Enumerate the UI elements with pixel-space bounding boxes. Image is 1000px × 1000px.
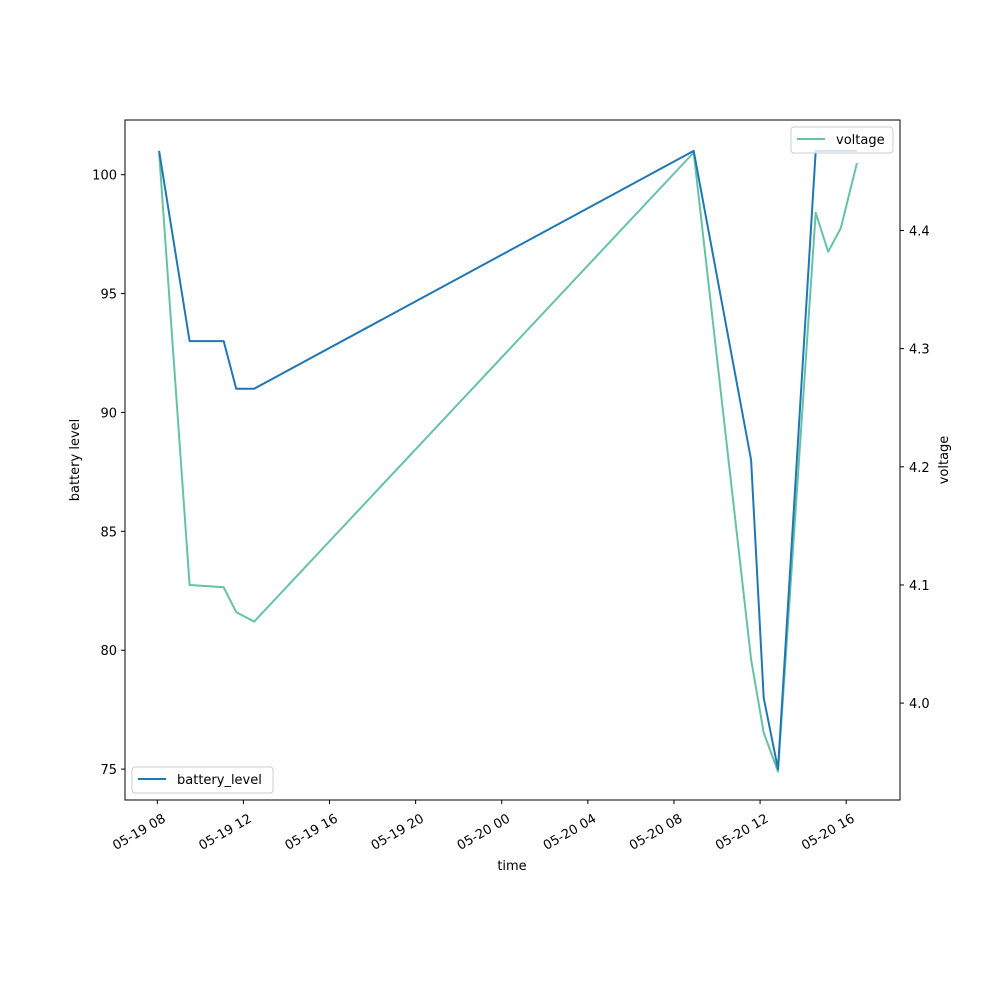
right-tick-label: 4.3: [909, 343, 930, 358]
right-tick-label: 4.0: [909, 697, 930, 712]
legend-voltage: voltage: [790, 126, 894, 154]
right-tick-label: 4.2: [909, 461, 930, 476]
legend-box: [790, 126, 894, 154]
legend-battery-level: battery_level: [131, 766, 274, 794]
x-axis-label: time: [497, 859, 526, 874]
plot-frame: [124, 119, 901, 801]
legend-label-voltage: voltage: [836, 133, 885, 148]
right-tick-label: 4.4: [909, 224, 930, 239]
series-line-voltage: [158, 151, 858, 773]
left-tick-label: 85: [100, 525, 117, 540]
left-axis-ticks: 75 80 85 90 95 100: [92, 169, 125, 778]
left-tick-label: 100: [92, 169, 117, 184]
legend-label-battery-level: battery_level: [177, 773, 262, 788]
left-tick-label: 80: [100, 644, 117, 659]
left-axis-label: battery level: [68, 419, 83, 502]
left-tick-label: 75: [100, 763, 117, 778]
right-axis-ticks: 4.0 4.1 4.2 4.3 4.4: [900, 224, 930, 712]
right-tick-label: 4.1: [909, 579, 930, 594]
plot-area: [125, 120, 900, 800]
right-axis-label: voltage: [937, 436, 952, 485]
legend-box: [131, 766, 274, 794]
left-tick-label: 95: [100, 288, 117, 303]
left-tick-label: 90: [100, 406, 117, 421]
